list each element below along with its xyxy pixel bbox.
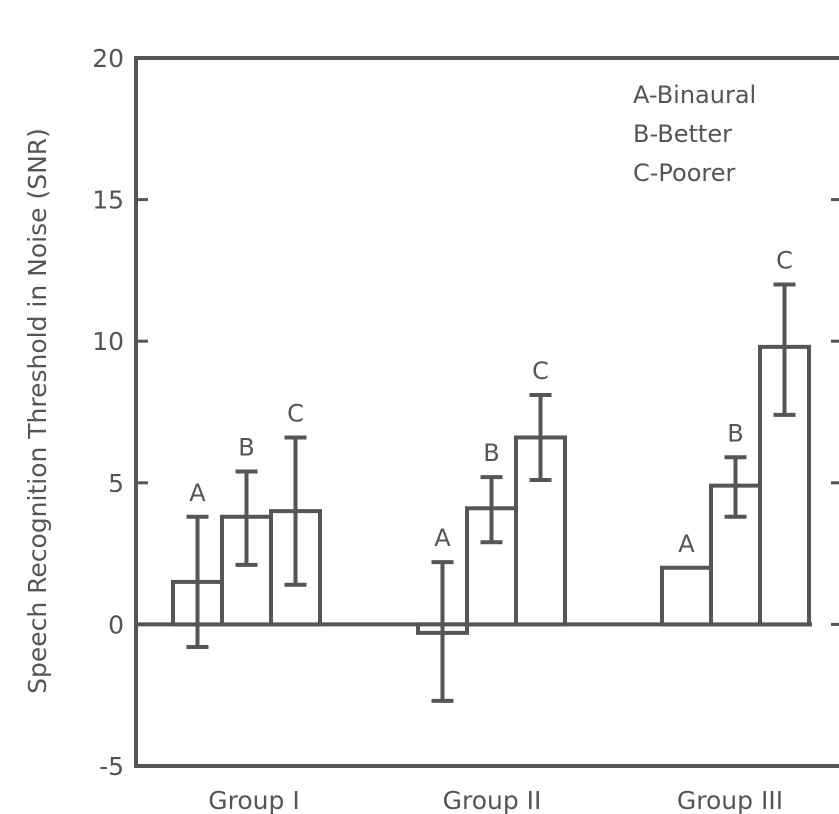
y-axis-title: Speech Recognition Threshold in Noise (S… (23, 128, 52, 694)
x-category-label: Group I (208, 786, 299, 814)
y-axis-ticks: -5 0 5 10 15 20 (92, 44, 839, 781)
bar (660, 565, 713, 627)
y-tick-label: 5 (108, 469, 124, 498)
bars: A B C A B C A B C (171, 247, 811, 703)
bar-series-label: B (238, 433, 254, 461)
category-labels: Group I Group II Group III (208, 786, 783, 814)
y-tick-label: 0 (108, 610, 124, 639)
legend-entry-c: C-Poorer (633, 159, 736, 187)
y-tick-label: 15 (92, 186, 124, 215)
bar-series-label: B (483, 439, 499, 467)
y-tick-label: 20 (92, 44, 124, 73)
bar-series-label: C (776, 247, 793, 275)
bar-series-label: A (189, 479, 206, 507)
bar-series-label: B (727, 419, 743, 447)
bar-series-label: C (287, 399, 304, 427)
bar-series-label: A (678, 530, 695, 558)
legend-entry-b: B-Better (633, 120, 732, 148)
bar (758, 344, 811, 627)
y-tick-label: -5 (99, 752, 124, 781)
legend: A-Binaural B-Better C-Poorer (633, 81, 756, 187)
bar (465, 506, 518, 627)
y-tick-label: 10 (92, 327, 124, 356)
bar-series-label: A (434, 524, 451, 552)
legend-entry-a: A-Binaural (633, 81, 756, 109)
x-category-label: Group II (443, 786, 542, 814)
x-category-label: Group III (677, 786, 783, 814)
bar-series-label: C (532, 357, 549, 385)
